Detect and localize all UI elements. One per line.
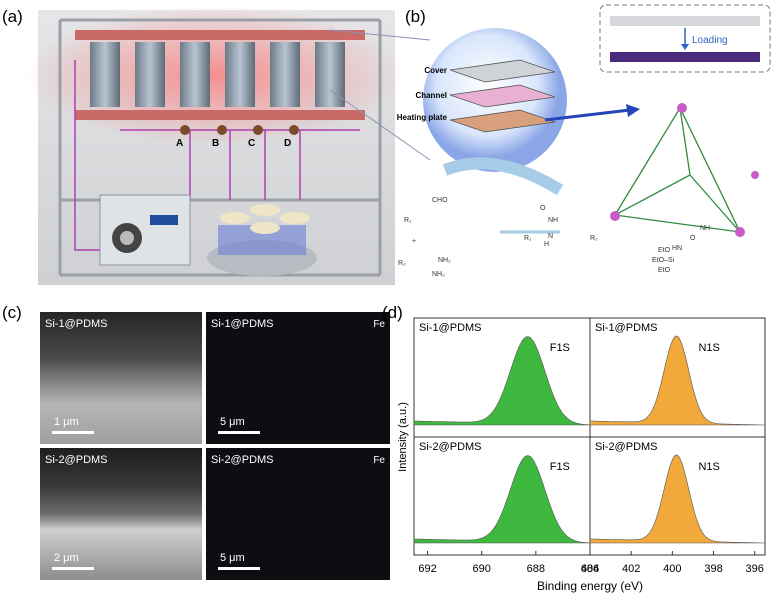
- scale-label: 1 μm: [54, 416, 79, 428]
- chem-label: NH: [700, 225, 710, 232]
- sample-label: Si-1@PDMS: [211, 318, 274, 330]
- chem-label: R₂: [590, 235, 598, 242]
- layer-label: Channel: [415, 91, 447, 100]
- x-axis-label: Binding energy (eV): [537, 579, 643, 593]
- chem-label: NH₂: [438, 257, 451, 264]
- sample-label: Si-2@PDMS: [419, 441, 482, 453]
- peak: [589, 454, 765, 544]
- micrographs: [40, 312, 390, 580]
- chem-label: N: [548, 233, 553, 240]
- element-label: Fe: [373, 455, 385, 466]
- chem-label: O: [540, 205, 546, 212]
- peak: [589, 335, 765, 426]
- scale-label: 2 μm: [54, 552, 79, 564]
- layer-label: Heating plate: [397, 113, 448, 122]
- panel-label: (c): [2, 303, 22, 322]
- scale-bar: [52, 431, 94, 434]
- scale-bar: [218, 567, 260, 570]
- sample-label: Si-1@PDMS: [595, 322, 658, 334]
- chem-label: O: [690, 235, 696, 242]
- panel-label: (a): [2, 7, 23, 26]
- setup-illustration: [25, 5, 405, 285]
- peak: [413, 455, 591, 544]
- x-tick-label: 692: [418, 563, 436, 575]
- valve-label: B: [212, 138, 219, 149]
- x-tick-label: 688: [527, 563, 545, 575]
- chem-label: EtO: [658, 267, 671, 274]
- chem-label: NH₂: [432, 271, 445, 278]
- sample-label: Si-2@PDMS: [45, 454, 108, 466]
- peak-label: F1S: [550, 461, 570, 473]
- chem-label: EtO: [658, 247, 671, 254]
- layer-label: Cover: [424, 66, 447, 75]
- element-label: Fe: [373, 319, 385, 330]
- peak-label: N1S: [698, 461, 719, 473]
- inset-label: Loading: [692, 35, 728, 46]
- valve-label: C: [248, 138, 255, 149]
- y-axis-label: Intensity (a.u.): [397, 402, 409, 472]
- sample-label: Si-1@PDMS: [419, 322, 482, 334]
- chem-label: R₁: [404, 217, 412, 224]
- peak-label: F1S: [550, 342, 570, 354]
- chem-label: CHO: [432, 197, 448, 204]
- x-tick-label: 404: [581, 563, 599, 575]
- valve-label: D: [284, 138, 291, 149]
- chem-label: NH: [548, 217, 558, 224]
- scale-bar: [218, 431, 260, 434]
- chem-label: HN: [672, 245, 682, 252]
- x-tick-label: 396: [746, 563, 764, 575]
- chem-label: +: [412, 238, 416, 245]
- peak-label: N1S: [698, 342, 719, 354]
- reactor-illustration: [329, 4, 771, 237]
- x-tick-label: 690: [473, 563, 491, 575]
- x-tick-label: 402: [622, 563, 640, 575]
- sample-label: Si-2@PDMS: [595, 441, 658, 453]
- spectrum-frame: [589, 436, 766, 556]
- valve-label: A: [176, 138, 183, 149]
- peak: [413, 336, 591, 426]
- chem-label: R₂: [398, 260, 406, 267]
- x-tick-label: 686: [581, 563, 599, 575]
- x-tick-label: 400: [663, 563, 681, 575]
- chem-label: EtO–Si: [652, 257, 675, 264]
- chem-label: H: [544, 241, 549, 248]
- scale-bar: [52, 567, 94, 570]
- sample-label: Si-2@PDMS: [211, 454, 274, 466]
- scale-label: 5 μm: [220, 552, 245, 564]
- x-tick-label: 398: [704, 563, 722, 575]
- panel-label: (d): [382, 303, 403, 322]
- panel-label: (b): [405, 7, 426, 26]
- sample-label: Si-1@PDMS: [45, 318, 108, 330]
- scale-label: 5 μm: [220, 416, 245, 428]
- chem-label: R₁: [524, 235, 532, 242]
